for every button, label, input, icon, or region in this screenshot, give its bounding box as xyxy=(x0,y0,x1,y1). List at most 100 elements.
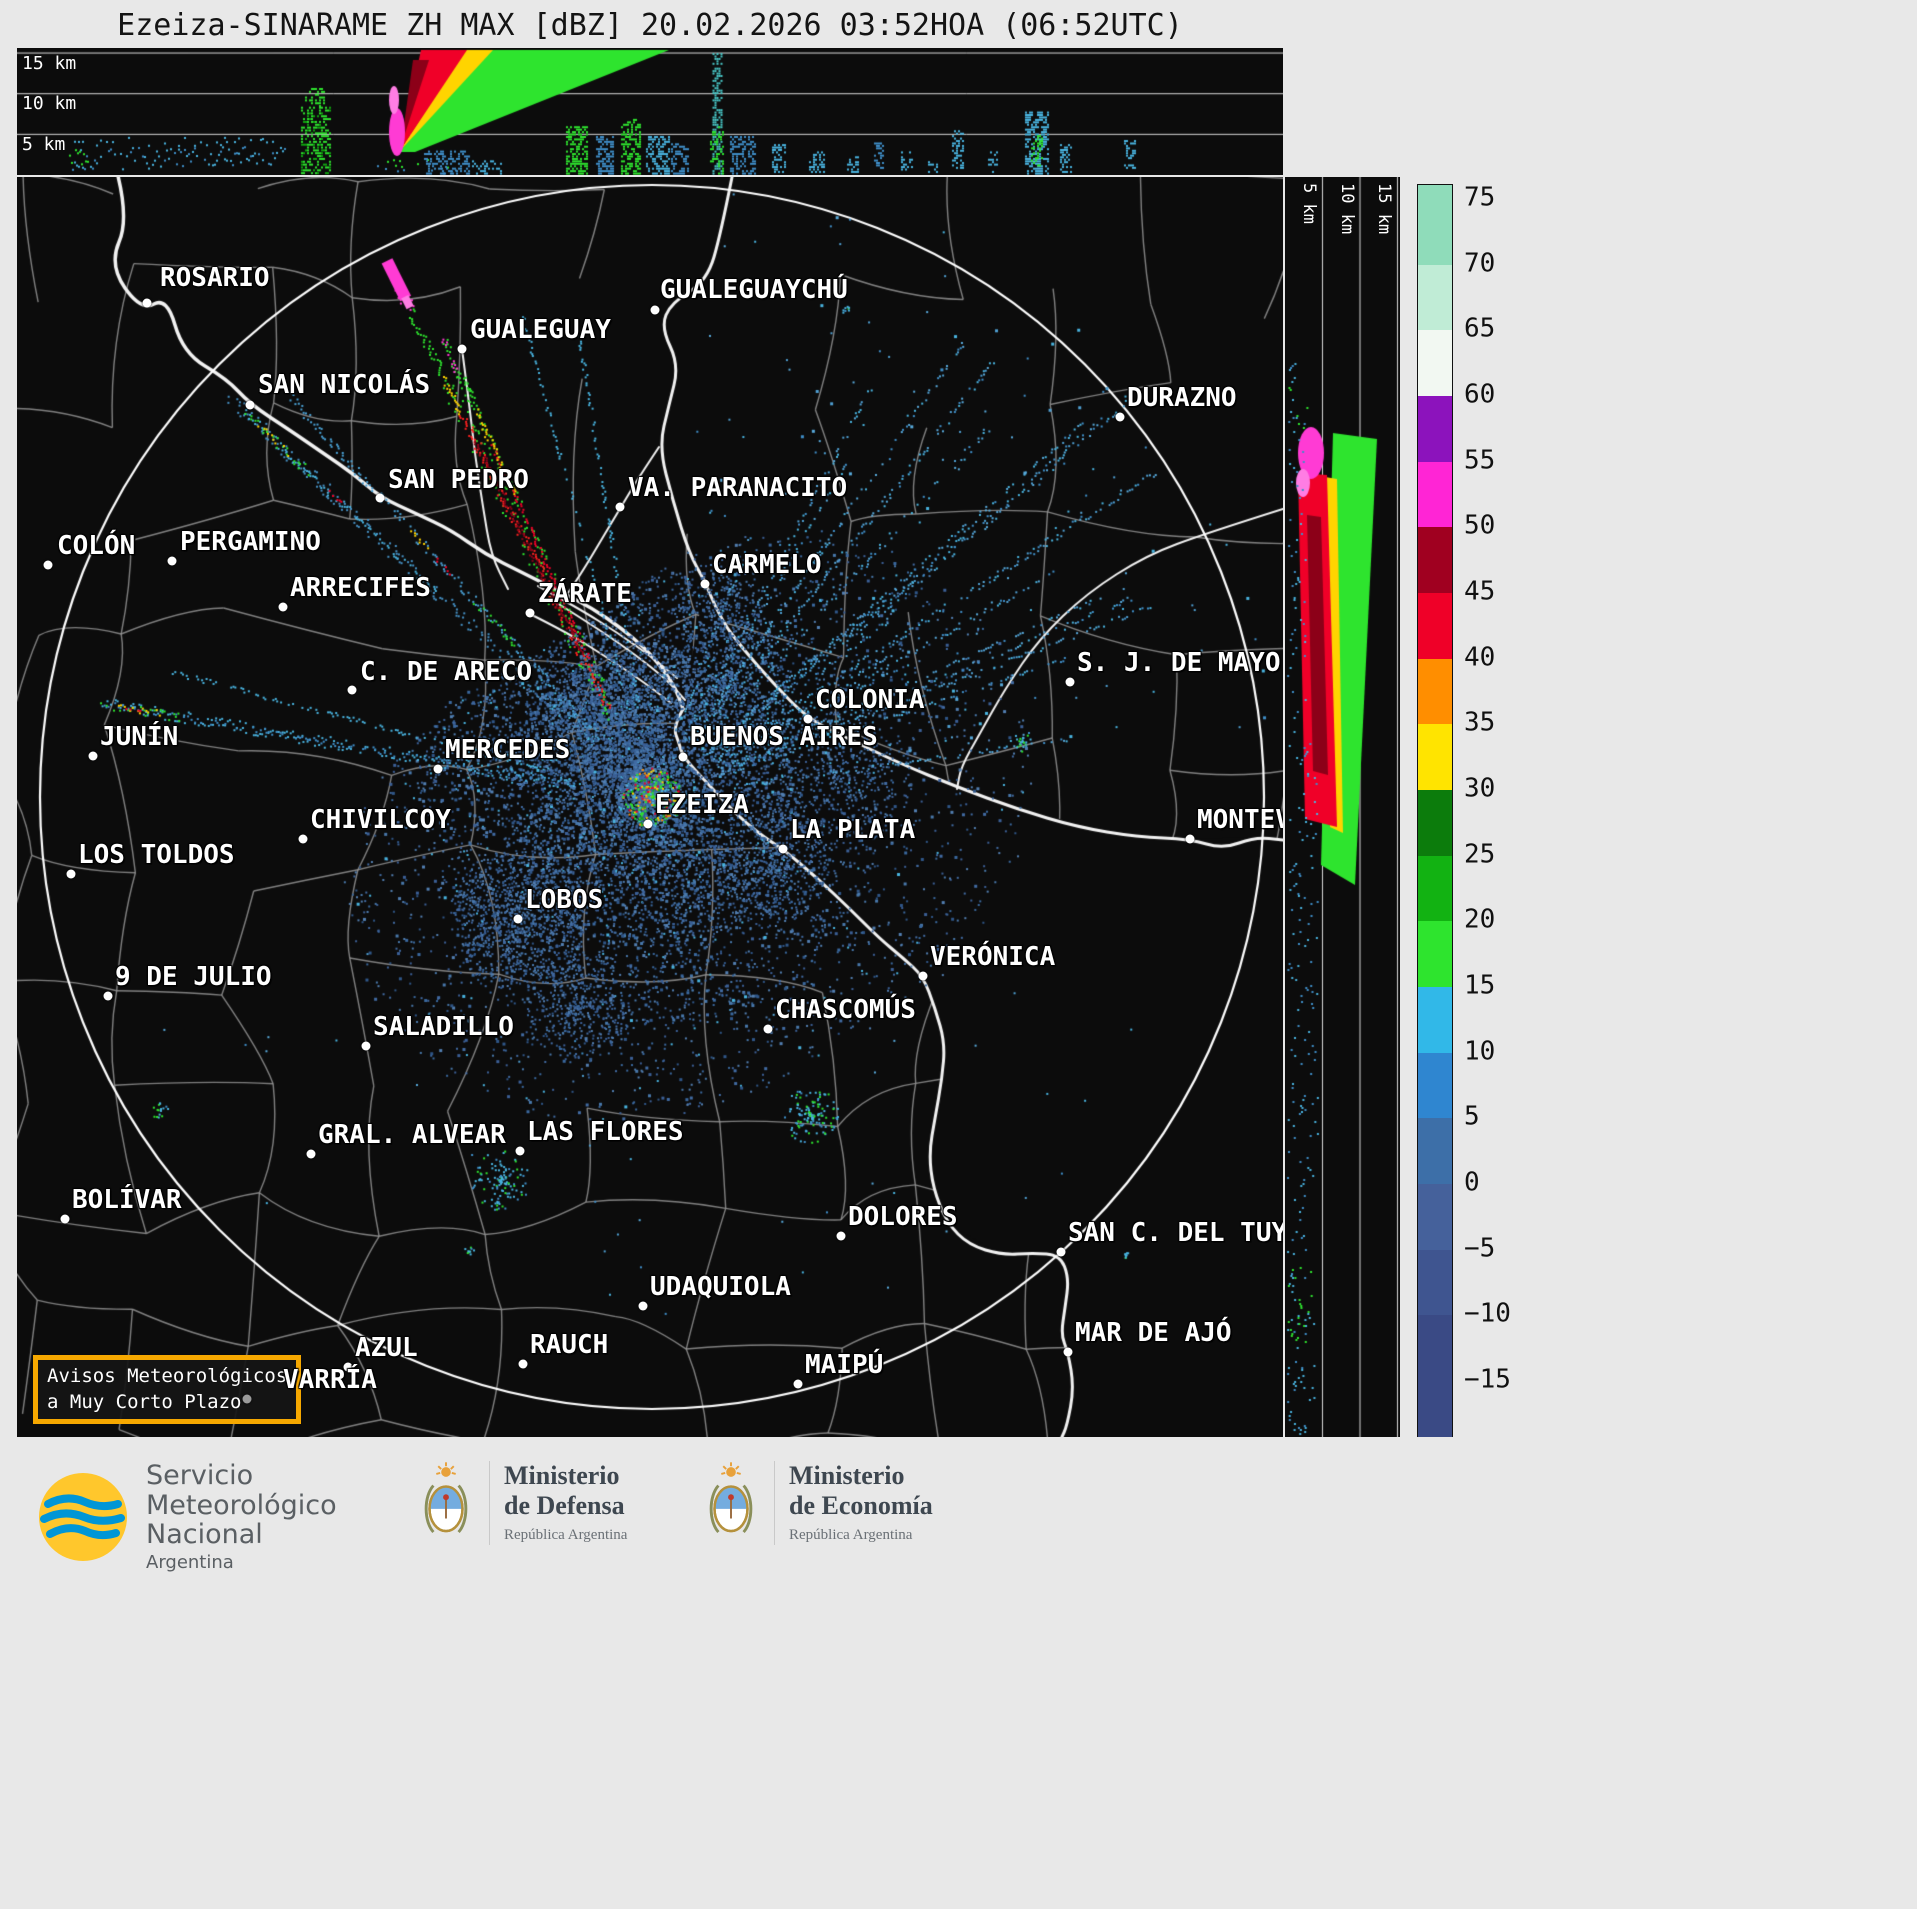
colorbar-segment xyxy=(1418,1052,1452,1119)
city-label: SAN NICOLÁS xyxy=(258,370,431,400)
city-label: 9 DE JULIO xyxy=(115,962,272,992)
alert-box-line1: Avisos Meteorológicos xyxy=(47,1365,288,1387)
city-dot xyxy=(836,1231,846,1241)
city-label: GUALEGUAY xyxy=(470,315,611,345)
city-dot xyxy=(1063,1347,1073,1357)
ministry-sub: República Argentina xyxy=(789,1527,913,1544)
colorbar-ticks: 75 70 65 60 55 50 45 40 35 30 25 20 15 10 5 0 −5 −10 −15 xyxy=(1418,185,1578,1437)
altitude-label-15km-side: 15 km xyxy=(1374,183,1394,235)
radar-map-panel: ROSARIO GUALEGUAYCHÚ GUALEGUAY SAN NICOLÁS D… xyxy=(17,177,1283,1437)
city-dot xyxy=(142,298,152,308)
colorbar-segment xyxy=(1418,527,1452,593)
colorbar-tick: 25 xyxy=(1464,839,1496,870)
city-label: LOS TOLDOS xyxy=(78,840,235,870)
colorbar-tick: 50 xyxy=(1464,511,1496,542)
city-label: PERGAMINO xyxy=(180,527,321,557)
colorbar-segment xyxy=(1418,1183,1452,1250)
city-dot xyxy=(1115,412,1125,422)
ministerio-defensa-block: Ministerio de Defensa República Argentin… xyxy=(415,1461,627,1545)
city-label: CHASCOMÚS xyxy=(775,995,916,1025)
footer: Servicio Meteorológico Nacional Argentin… xyxy=(0,1437,1917,1909)
city-label: DOLORES xyxy=(848,1202,958,1232)
city-label: MERCEDES xyxy=(445,735,571,765)
colorbar-segment xyxy=(1418,1118,1452,1184)
city-dot xyxy=(650,305,660,315)
city-label: LOBOS xyxy=(525,885,604,915)
city-dot xyxy=(361,1041,371,1051)
city-dot xyxy=(643,819,653,829)
page-title: Ezeiza-SINARAME ZH MAX [dBZ] 20.02.2026 … xyxy=(117,8,1183,43)
city-label: SALADILLO xyxy=(373,1012,514,1042)
city-dot xyxy=(638,1301,648,1311)
city-dot xyxy=(793,1379,803,1389)
altitude-label-10km-side: 10 km xyxy=(1337,183,1357,235)
city-dot xyxy=(298,834,308,844)
city-label: SAN PEDRO xyxy=(388,465,529,495)
altitude-label-15km: 15 km xyxy=(22,53,77,74)
city-label: MAIPÚ xyxy=(805,1350,884,1380)
altitude-label-10km: 10 km xyxy=(22,93,77,114)
ministry-line1: Ministerio xyxy=(504,1461,620,1491)
ministry-line2: de Economía xyxy=(789,1491,933,1521)
colorbar-segment xyxy=(1418,724,1452,790)
colorbar-tick: 5 xyxy=(1464,1102,1480,1133)
city-label: ROSARIO xyxy=(160,263,270,293)
smn-text: Servicio Meteorológico Nacional Argentin… xyxy=(146,1461,337,1573)
colorbar-tick: 15 xyxy=(1464,970,1496,1001)
city-dot xyxy=(306,1149,316,1159)
city-dot xyxy=(918,971,928,981)
city-dot xyxy=(433,764,443,774)
city-label: GRAL. ALVEAR xyxy=(318,1120,506,1150)
smn-name-line2: Meteorológico xyxy=(146,1489,337,1521)
city-label: COLONIA xyxy=(815,685,925,715)
city-label: COLÓN xyxy=(57,531,136,561)
city-dot xyxy=(518,1359,528,1369)
city-dot xyxy=(375,493,385,503)
ministerio-economia-text: Ministerio de Economía República Argenti… xyxy=(774,1461,933,1545)
colorbar-segment xyxy=(1418,592,1452,659)
colorbar-segment xyxy=(1418,199,1452,265)
radar-map-canvas xyxy=(17,177,1283,1437)
city-label: CARMELO xyxy=(712,550,822,580)
ministerio-defensa-text: Ministerio de Defensa República Argentin… xyxy=(489,1461,628,1545)
side-cross-section-canvas xyxy=(1285,177,1400,1437)
colorbar-segment xyxy=(1418,1315,1452,1381)
city-label: MAR DE AJÓ xyxy=(1075,1318,1232,1348)
city-label: GUALEGUAYCHÚ xyxy=(660,275,848,305)
city-dot xyxy=(778,844,788,854)
city-label: EZEIZA xyxy=(655,790,749,820)
colorbar-segment xyxy=(1418,395,1452,462)
colorbar-segment xyxy=(1418,330,1452,396)
colorbar-segment xyxy=(1418,789,1452,856)
side-cross-section-panel: 5 km 10 km 15 km xyxy=(1285,177,1400,1437)
top-cross-section-canvas xyxy=(17,48,1283,175)
altitude-label-5km: 5 km xyxy=(22,134,66,155)
city-label: RAUCH xyxy=(530,1330,609,1360)
colorbar-tick: 10 xyxy=(1464,1036,1496,1067)
ministerio-economia-block: Ministerio de Economía República Argenti… xyxy=(700,1461,933,1545)
city-dot xyxy=(88,751,98,761)
city-dot xyxy=(167,556,177,566)
city-dot xyxy=(343,1362,353,1372)
city-dot xyxy=(66,869,76,879)
city-label: JUNÍN xyxy=(100,722,179,752)
city-label: VARRÍA xyxy=(283,1365,377,1395)
colorbar-bar xyxy=(1417,184,1453,1438)
city-dot xyxy=(525,608,535,618)
smn-country: Argentina xyxy=(146,1552,234,1574)
colorbar-segment xyxy=(1418,658,1452,725)
ministry-sub: República Argentina xyxy=(504,1527,628,1544)
colorbar-segment xyxy=(1418,1380,1452,1437)
city-label: BUENOS AIRES xyxy=(690,722,878,752)
city-dot xyxy=(245,400,255,410)
colorbar-segment xyxy=(1418,1249,1452,1316)
colorbar-tick: −5 xyxy=(1464,1233,1496,1264)
city-label: DURAZNO xyxy=(1127,383,1237,413)
city-label: C. DE ARECO xyxy=(360,657,533,687)
city-dot xyxy=(242,1394,252,1404)
city-dot xyxy=(457,344,467,354)
colorbar-tick: 70 xyxy=(1464,248,1496,279)
city-dot xyxy=(763,1024,773,1034)
coat-of-arms-icon xyxy=(424,1462,468,1534)
